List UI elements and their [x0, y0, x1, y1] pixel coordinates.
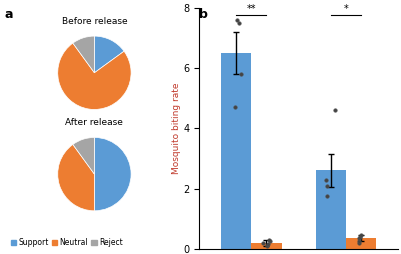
Point [322, 178, 328, 182]
Point [266, 239, 273, 243]
Point [331, 108, 337, 112]
Point [259, 241, 265, 245]
Point [357, 233, 364, 237]
Text: a: a [4, 8, 12, 21]
Point [233, 18, 240, 22]
Point [323, 184, 329, 188]
Title: Before release: Before release [61, 17, 127, 26]
Wedge shape [58, 43, 131, 109]
Point [235, 21, 241, 25]
Bar [221, 53, 251, 249]
Y-axis label: Mosquito biting rate: Mosquito biting rate [171, 83, 180, 174]
Point [264, 242, 271, 246]
Point [356, 235, 362, 239]
Bar [315, 170, 345, 249]
Legend: Support, Neutral, Reject: Support, Neutral, Reject [8, 235, 126, 250]
Point [231, 105, 237, 109]
Text: b: b [198, 8, 207, 21]
Point [355, 241, 361, 245]
Point [265, 238, 271, 242]
Wedge shape [94, 36, 124, 73]
Bar [345, 238, 375, 249]
Bar [251, 243, 281, 249]
Point [354, 236, 361, 240]
Point [237, 72, 244, 76]
Wedge shape [73, 137, 94, 174]
Point [263, 244, 270, 248]
Point [354, 239, 361, 243]
Wedge shape [73, 36, 94, 73]
Text: **: ** [246, 4, 255, 14]
Point [323, 194, 329, 198]
Wedge shape [58, 145, 94, 211]
Wedge shape [94, 137, 131, 211]
Title: After release: After release [65, 119, 123, 128]
Text: *: * [343, 4, 347, 14]
